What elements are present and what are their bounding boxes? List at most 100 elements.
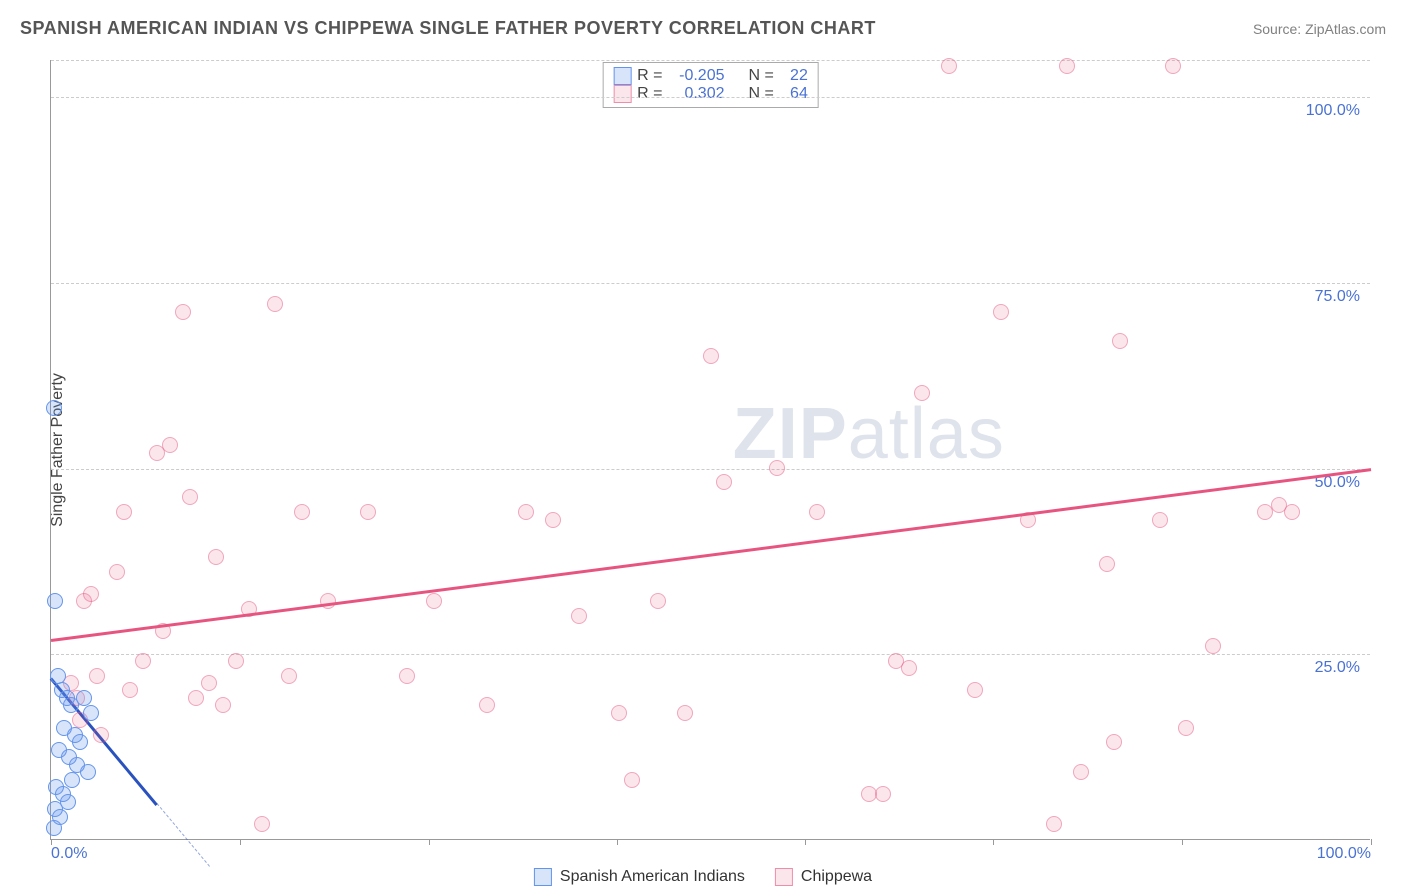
data-point: [76, 690, 92, 706]
data-point: [188, 690, 204, 706]
data-point: [175, 304, 191, 320]
gridline: [51, 97, 1370, 98]
legend-swatch: [613, 67, 631, 85]
data-point: [182, 489, 198, 505]
r-value: 0.302: [669, 85, 725, 103]
data-point: [1284, 504, 1300, 520]
data-point: [267, 296, 283, 312]
r-value: -0.205: [669, 67, 725, 85]
watermark-zip: ZIP: [733, 394, 848, 474]
data-point: [109, 564, 125, 580]
r-label: R =: [637, 85, 662, 103]
n-value: 22: [780, 67, 808, 85]
data-point: [545, 512, 561, 528]
gridline: [51, 469, 1370, 470]
data-point: [93, 727, 109, 743]
legend-item: Spanish American Indians: [534, 868, 745, 886]
data-point: [215, 697, 231, 713]
data-point: [320, 593, 336, 609]
data-point: [72, 734, 88, 750]
chart-area: Single Father Poverty ZIPatlas R =-0.205…: [50, 60, 1370, 840]
y-tick-label: 100.0%: [1306, 102, 1360, 120]
data-point: [399, 668, 415, 684]
data-point: [1165, 58, 1181, 74]
data-point: [571, 608, 587, 624]
data-point: [281, 668, 297, 684]
gridline: [51, 283, 1370, 284]
n-value: 64: [780, 85, 808, 103]
data-point: [1073, 764, 1089, 780]
data-point: [1059, 58, 1075, 74]
bottom-legend: Spanish American Indians Chippewa: [534, 868, 872, 886]
data-point: [1020, 512, 1036, 528]
data-point: [1046, 816, 1062, 832]
legend-swatch: [534, 868, 552, 886]
data-point: [155, 623, 171, 639]
data-point: [83, 586, 99, 602]
legend-label: Chippewa: [801, 868, 872, 886]
stats-row: R = 0.302 N = 64: [613, 85, 808, 103]
data-point: [1106, 734, 1122, 750]
source-link[interactable]: ZipAtlas.com: [1305, 21, 1386, 37]
data-point: [1205, 638, 1221, 654]
data-point: [116, 504, 132, 520]
data-point: [80, 764, 96, 780]
data-point: [716, 474, 732, 490]
data-point: [624, 772, 640, 788]
data-point: [677, 705, 693, 721]
data-point: [83, 705, 99, 721]
source-label: Source:: [1253, 21, 1305, 37]
source-attribution: Source: ZipAtlas.com: [1253, 21, 1386, 37]
data-point: [254, 816, 270, 832]
stats-row: R = -0.205 N = 22: [613, 67, 808, 85]
y-tick-label: 25.0%: [1315, 659, 1360, 677]
gridline: [51, 654, 1370, 655]
data-point: [89, 668, 105, 684]
watermark-rest: atlas: [848, 394, 1005, 474]
x-tick-label: 100.0%: [1317, 845, 1371, 863]
data-point: [294, 504, 310, 520]
data-point: [1178, 720, 1194, 736]
data-point: [611, 705, 627, 721]
data-point: [769, 460, 785, 476]
n-label: N =: [749, 67, 774, 85]
data-point: [1112, 333, 1128, 349]
chart-title: SPANISH AMERICAN INDIAN VS CHIPPEWA SING…: [20, 18, 876, 39]
y-tick-label: 75.0%: [1315, 288, 1360, 306]
data-point: [914, 385, 930, 401]
data-point: [46, 400, 62, 416]
n-label: N =: [749, 85, 774, 103]
data-point: [967, 682, 983, 698]
x-tick-label: 0.0%: [51, 845, 87, 863]
data-point: [941, 58, 957, 74]
r-label: R =: [637, 67, 662, 85]
data-point: [426, 593, 442, 609]
data-point: [875, 786, 891, 802]
data-point: [360, 504, 376, 520]
data-point: [1099, 556, 1115, 572]
data-point: [809, 504, 825, 520]
x-tick: [1371, 839, 1372, 845]
data-point: [47, 593, 63, 609]
data-point: [901, 660, 917, 676]
legend-swatch: [613, 85, 631, 103]
chart-header: SPANISH AMERICAN INDIAN VS CHIPPEWA SING…: [20, 18, 1386, 39]
data-point: [479, 697, 495, 713]
scatter-plot: ZIPatlas R = -0.205 N = 22 R = 0.302 N = 64 25.…: [50, 60, 1370, 840]
x-tick: [1182, 839, 1183, 845]
x-tick: [805, 839, 806, 845]
data-point: [518, 504, 534, 520]
data-point: [135, 653, 151, 669]
data-point: [162, 437, 178, 453]
legend-swatch: [775, 868, 793, 886]
data-point: [228, 653, 244, 669]
data-point: [64, 772, 80, 788]
data-point: [703, 348, 719, 364]
data-point: [650, 593, 666, 609]
data-point: [46, 820, 62, 836]
data-point: [993, 304, 1009, 320]
data-point: [50, 668, 66, 684]
data-point: [1152, 512, 1168, 528]
trend-line: [156, 803, 210, 867]
data-point: [201, 675, 217, 691]
